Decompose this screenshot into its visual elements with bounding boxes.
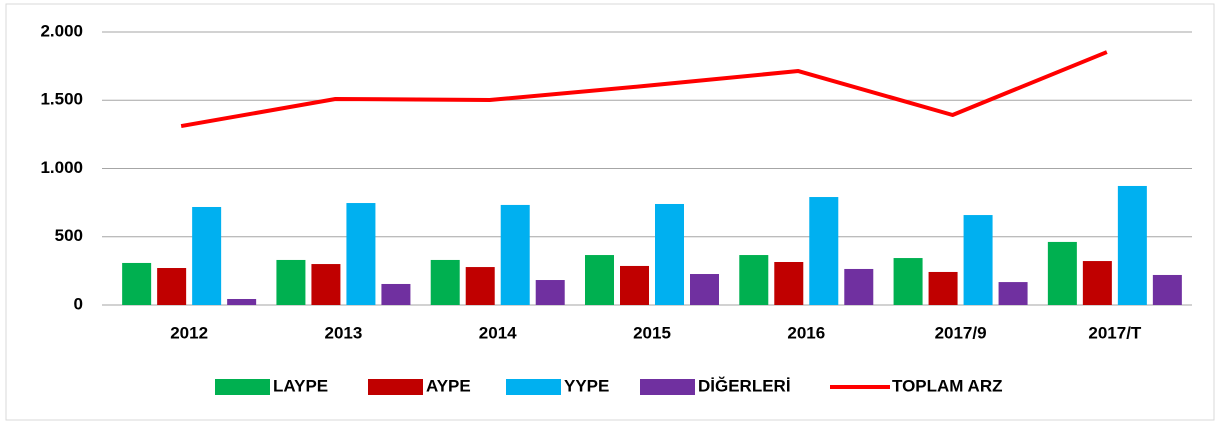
- bar: [465, 267, 495, 305]
- legend-label: DİĞERLERİ: [698, 376, 791, 395]
- bar: [157, 268, 187, 305]
- bar: [1082, 261, 1112, 305]
- bar: [774, 262, 804, 305]
- x-tick-label: 2012: [170, 323, 208, 342]
- bar: [585, 255, 614, 305]
- bar: [1047, 241, 1077, 305]
- legend-swatch: [215, 379, 270, 395]
- bar: [1117, 185, 1147, 305]
- legend-label: YYPE: [564, 376, 609, 395]
- x-tick-label: 2017/9: [935, 323, 987, 342]
- bar: [535, 280, 565, 305]
- bar: [655, 203, 684, 305]
- bar: [928, 271, 958, 305]
- legend-swatch: [640, 379, 695, 395]
- legend-label: TOPLAM ARZ: [892, 376, 1003, 395]
- x-tick-label: 2014: [479, 323, 517, 342]
- bar: [963, 215, 993, 305]
- x-tick-label: 2015: [633, 323, 671, 342]
- bar: [998, 282, 1028, 305]
- bar: [1152, 274, 1182, 305]
- bar: [122, 262, 152, 305]
- legend-label: AYPE: [426, 376, 471, 395]
- legend-swatch: [506, 379, 561, 395]
- bar: [227, 298, 257, 305]
- bar: [276, 259, 306, 305]
- bar: [620, 265, 649, 305]
- legend-label: LAYPE: [273, 376, 328, 395]
- legend-swatch: [368, 379, 423, 395]
- bar: [500, 204, 530, 305]
- y-tick-label: 0: [74, 294, 83, 313]
- y-tick-label: 1.500: [40, 90, 83, 109]
- bar: [739, 255, 769, 305]
- bar: [346, 203, 376, 305]
- bar: [690, 274, 719, 305]
- y-tick-label: 500: [55, 226, 83, 245]
- x-tick-label: 2017/T: [1088, 323, 1142, 342]
- bar: [893, 258, 923, 305]
- x-tick-label: 2013: [325, 323, 363, 342]
- bar: [809, 197, 839, 305]
- x-tick-label: 2016: [787, 323, 825, 342]
- bar: [311, 264, 341, 305]
- bar: [430, 259, 460, 305]
- bar: [381, 283, 411, 305]
- y-tick-label: 2.000: [40, 21, 83, 40]
- y-tick-label: 1.000: [40, 158, 83, 177]
- chart-border: [5, 3, 1215, 421]
- bar: [844, 268, 874, 305]
- line-series: [180, 50, 1108, 129]
- bar: [192, 206, 222, 305]
